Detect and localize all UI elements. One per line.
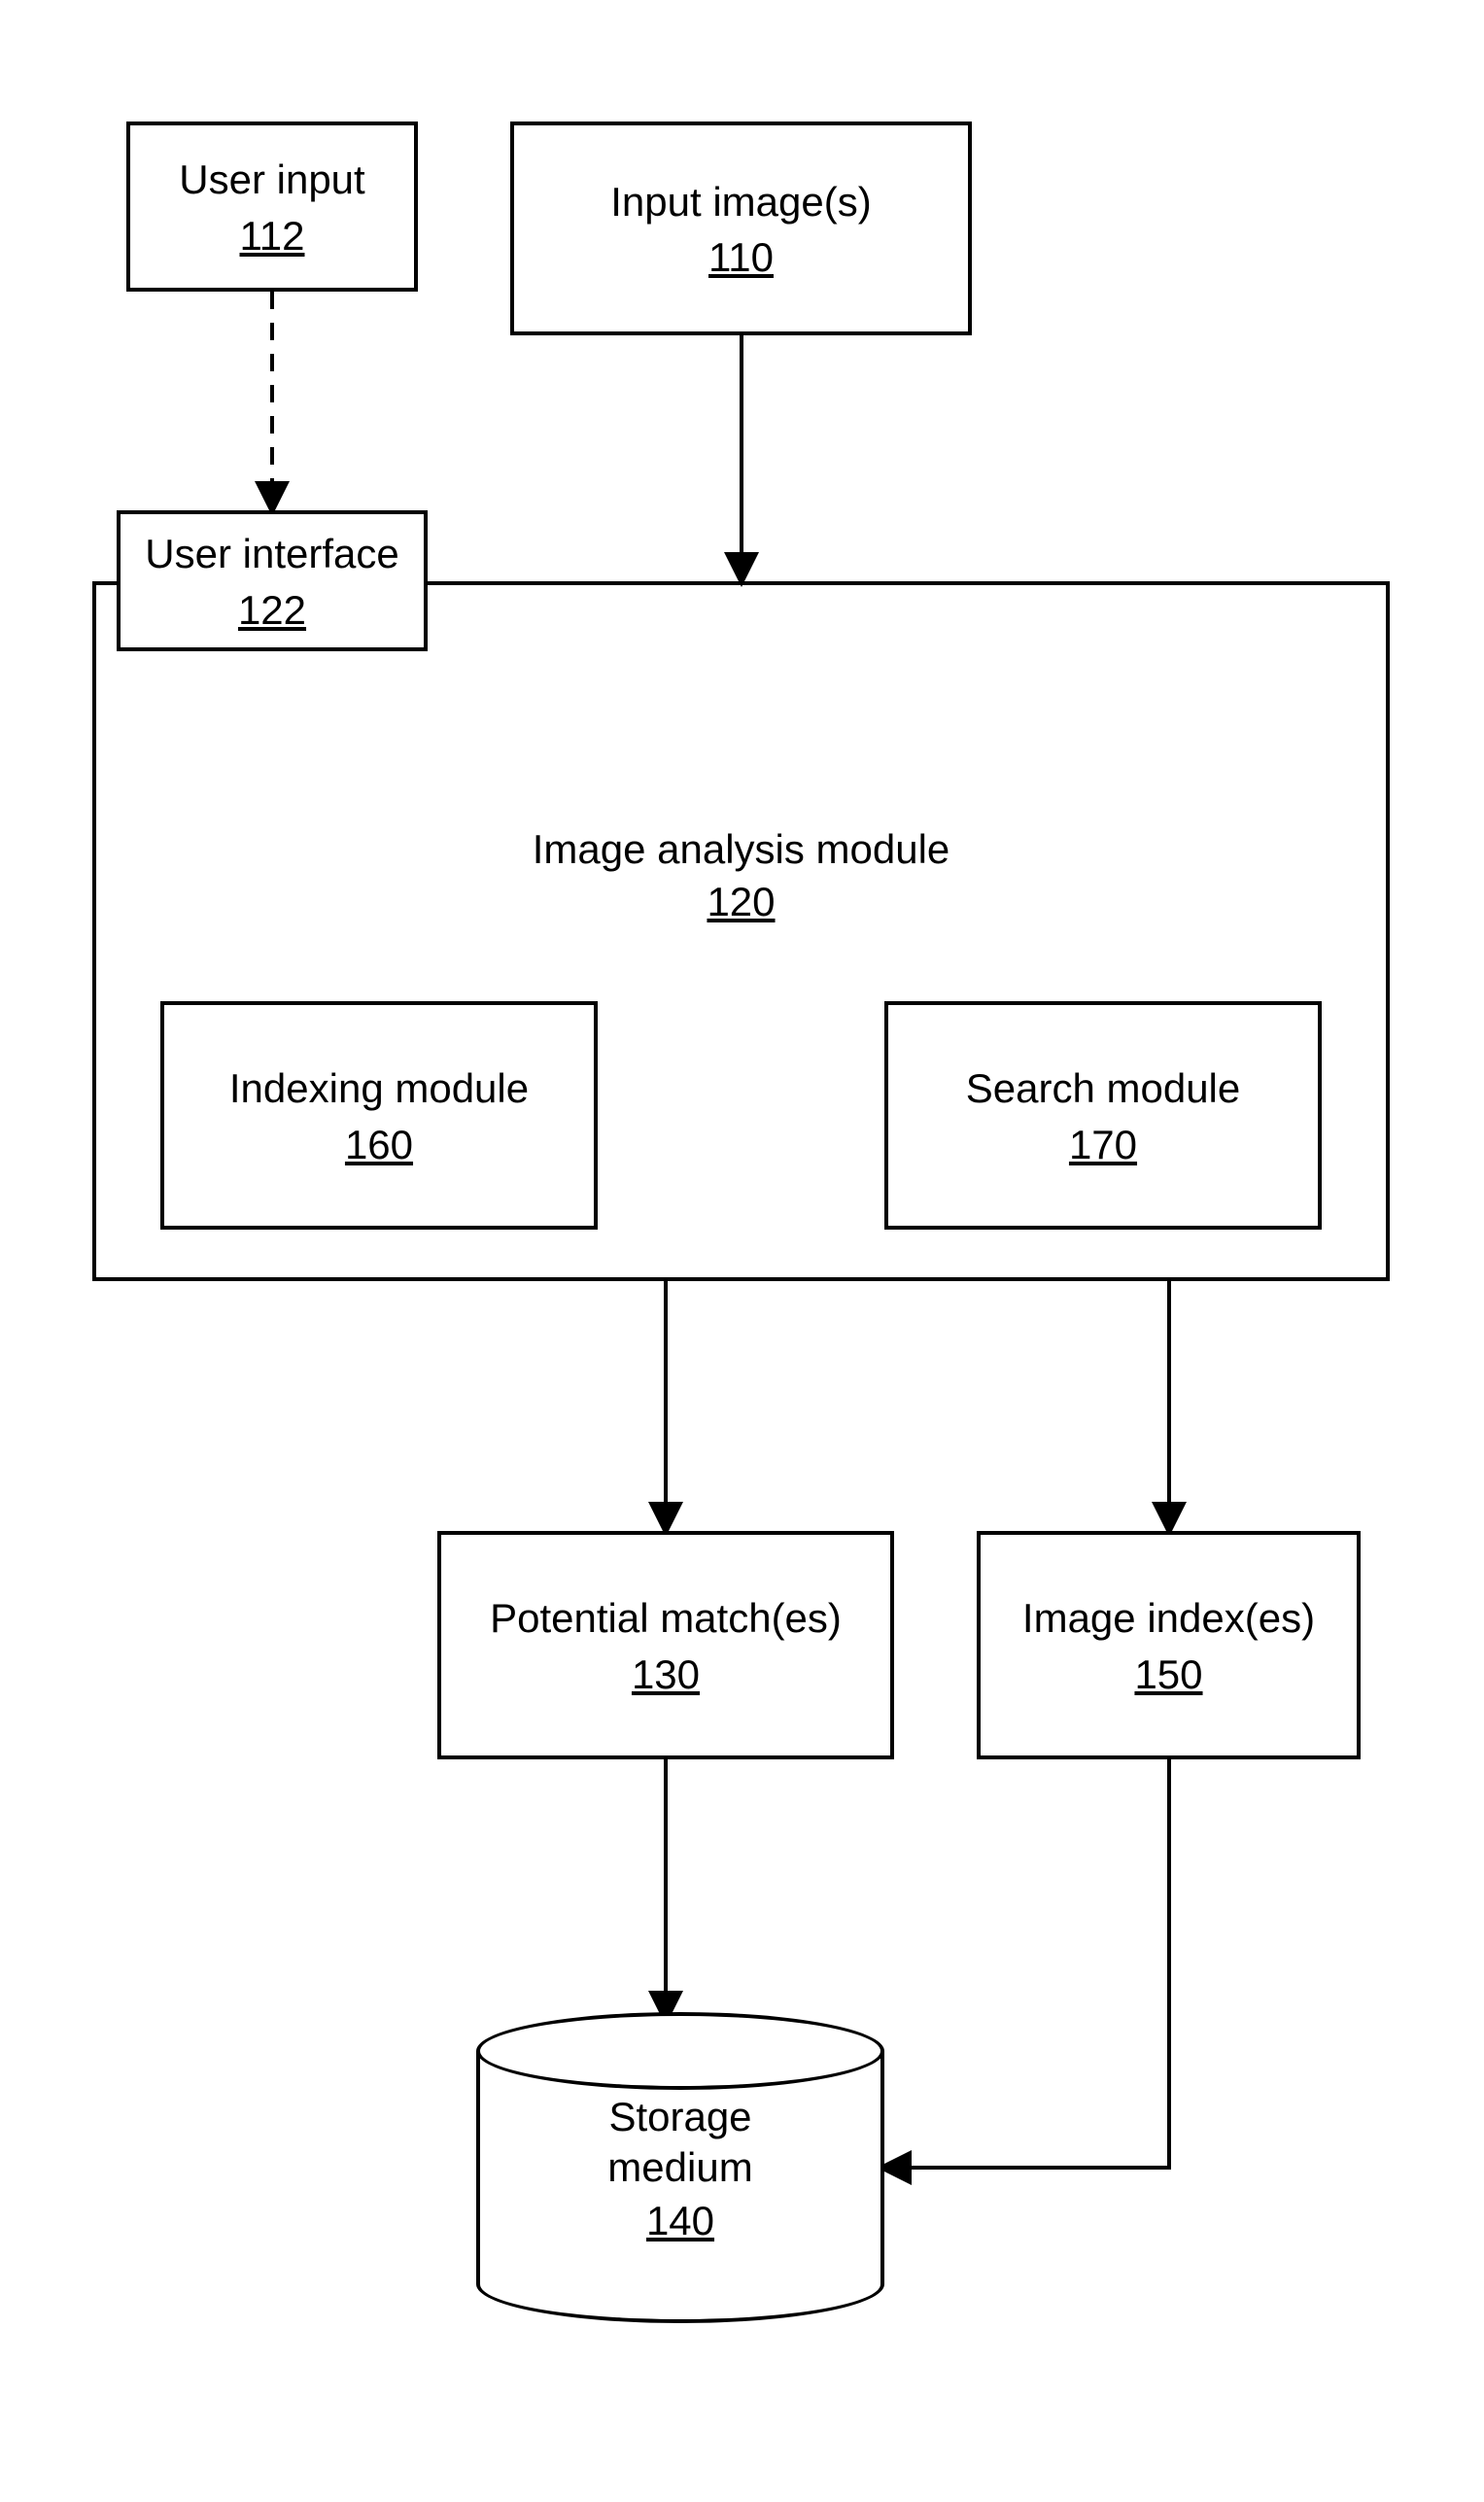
- potential-matches-ref: 130: [632, 1651, 700, 1698]
- indexing-module-label: Indexing module: [229, 1062, 529, 1116]
- search-module-ref: 170: [1069, 1122, 1137, 1168]
- input-images-node: Input image(s) 110: [510, 122, 972, 335]
- user-input-label: User input: [179, 154, 364, 207]
- image-indexes-node: Image index(es) 150: [977, 1531, 1361, 1759]
- image-indexes-ref: 150: [1134, 1651, 1202, 1698]
- edge-indexes-to-storage: [882, 1759, 1169, 2168]
- potential-matches-node: Potential match(es) 130: [437, 1531, 894, 1759]
- user-interface-node: User interface 122: [117, 510, 428, 651]
- indexing-module-ref: 160: [345, 1122, 413, 1168]
- search-module-node: Search module 170: [884, 1001, 1322, 1230]
- input-images-ref: 110: [708, 234, 774, 281]
- flowchart-diagram: Image analysis module 120 User input 112…: [0, 0, 1484, 2502]
- image-analysis-module-ref: 120: [92, 879, 1390, 925]
- user-input-ref: 112: [240, 213, 305, 260]
- user-input-node: User input 112: [126, 122, 418, 292]
- user-interface-label: User interface: [145, 528, 398, 581]
- image-analysis-module-label: Image analysis module: [92, 826, 1390, 873]
- indexing-module-node: Indexing module 160: [160, 1001, 598, 1230]
- potential-matches-label: Potential match(es): [490, 1592, 842, 1646]
- storage-medium-ref: 140: [646, 2198, 714, 2244]
- search-module-label: Search module: [966, 1062, 1241, 1116]
- user-interface-ref: 122: [238, 587, 306, 634]
- storage-medium-node: Storage medium 140: [476, 2012, 884, 2323]
- storage-medium-label: Storage medium: [607, 2092, 752, 2194]
- input-images-label: Input image(s): [610, 176, 871, 229]
- image-indexes-label: Image index(es): [1022, 1592, 1315, 1646]
